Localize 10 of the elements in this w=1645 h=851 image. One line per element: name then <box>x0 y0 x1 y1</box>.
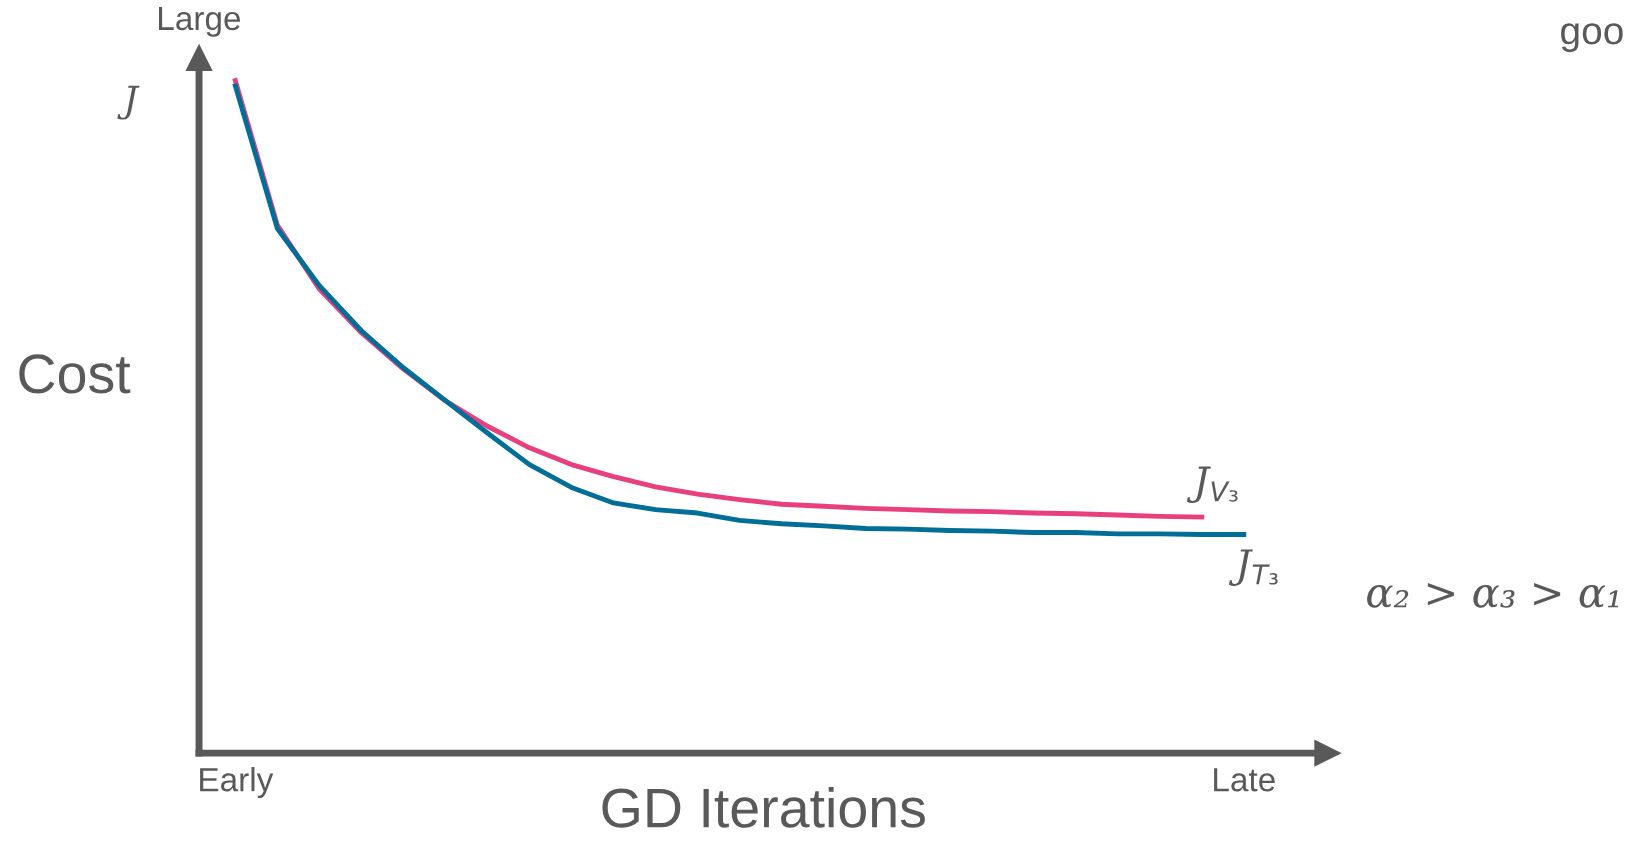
y-axis-title: Cost <box>19 354 131 394</box>
text: α₂ > α₃ > α₁ <box>1367 582 1619 608</box>
series-label: J$_{T₃}$ <box>1228 549 1278 586</box>
text: goo <box>1561 23 1623 53</box>
x-axis-title: GD Iterations <box>602 786 925 828</box>
text: J <box>117 85 140 120</box>
text: Large <box>159 6 241 37</box>
series-label: J$_{V₃}$ <box>1186 466 1238 504</box>
x-tick-label: Late <box>1214 768 1275 792</box>
x-tick-label: Early <box>200 767 274 799</box>
